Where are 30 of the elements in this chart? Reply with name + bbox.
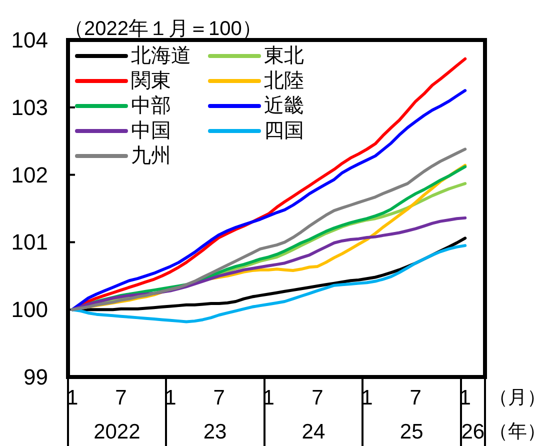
legend-label: 北陸 bbox=[264, 70, 304, 92]
y-tick-label: 99 bbox=[24, 364, 48, 390]
x-tick-label: 7 bbox=[213, 386, 225, 410]
line-series bbox=[70, 244, 467, 324]
legend-label: 近畿 bbox=[264, 95, 304, 117]
x-tick-label: 7 bbox=[115, 386, 127, 410]
legend-label: 東北 bbox=[264, 45, 304, 67]
x2-axis-title: （年） bbox=[489, 422, 546, 442]
x-tick-label: 1 bbox=[361, 386, 373, 410]
x2-tick-label: 26 bbox=[461, 420, 485, 444]
y-tick-label: 100 bbox=[11, 297, 48, 322]
x2-tick-label: 24 bbox=[302, 420, 326, 444]
x-tick-label: 7 bbox=[312, 386, 324, 410]
x-tick-label: 7 bbox=[410, 386, 422, 410]
x2-tick-label: 25 bbox=[400, 420, 424, 444]
legend-label: 中国 bbox=[131, 120, 171, 142]
legend-label: 関東 bbox=[131, 70, 171, 92]
y-tick-label: 104 bbox=[11, 28, 48, 52]
x2-tick-label: 2022 bbox=[94, 420, 140, 444]
x-axis-title: （月） bbox=[489, 388, 546, 408]
legend-label: 四国 bbox=[264, 120, 304, 142]
y-axis-title: （2022年１月＝100） bbox=[64, 18, 262, 40]
y-tick-label: 101 bbox=[11, 230, 48, 255]
x2-tick-label: 23 bbox=[203, 420, 227, 444]
legend-label: 九州 bbox=[131, 145, 171, 167]
legend-label: 北海道 bbox=[131, 45, 191, 67]
y-tick-label: 102 bbox=[11, 162, 48, 188]
y-tick-label: 103 bbox=[11, 94, 48, 120]
legend-label: 中部 bbox=[131, 95, 171, 117]
x-tick-label: 1 bbox=[164, 386, 176, 410]
